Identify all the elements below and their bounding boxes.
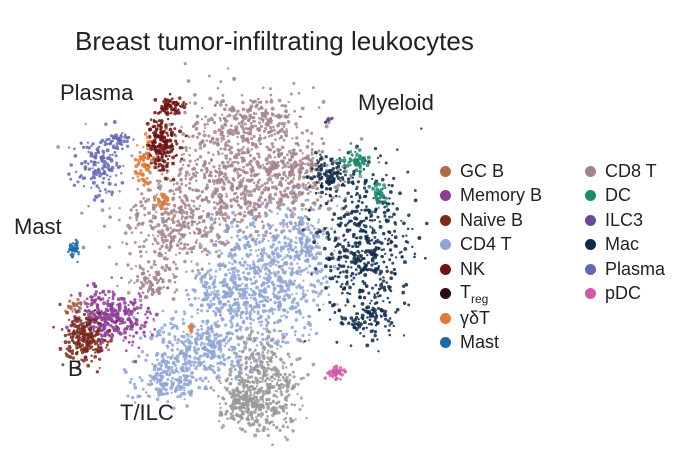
cluster-label-myeloid: Myeloid [358,90,434,115]
legend-swatch-8 [585,165,596,177]
legend-label-7: Mast [460,332,500,352]
legend-item-6: γδT [440,307,490,329]
legend-label-5: Treg [460,281,489,306]
legend-swatch-11 [585,239,596,250]
legend-swatch-6 [440,312,451,324]
cluster-treg-11 [212,376,274,430]
legend-label-1: Memory B [460,185,543,205]
legend-label-11: Mac [605,234,640,254]
legend-swatch-3 [440,239,451,250]
chart-title: Breast tumor-infiltrating leukocytes [75,26,474,56]
legend-item-0: GC B [440,160,504,182]
legend-item-7: Mast [440,332,499,354]
legend-item-13: pDC [585,283,641,305]
cluster-label-mast: Mast [14,214,62,239]
cluster-cd8-t-4 [126,254,195,303]
legend-swatch-4 [440,263,451,275]
cluster-mac-24 [305,120,351,202]
cluster-mac-25 [328,299,406,338]
legend-swatch-5 [440,288,451,299]
cluster-label-b: B [68,356,83,381]
legend-item-4: NK [440,258,485,280]
cluster-dc-26 [335,142,371,177]
cluster-label-t-ilc: T/ILC [120,400,174,425]
legend-swatch-12 [585,263,596,275]
cluster-ilc3-28 [325,116,334,123]
legend-swatch-9 [585,190,596,201]
legend-label-3: CD4 T [460,234,512,254]
cluster-cd8-t-2 [173,86,321,163]
legend-item-11: Mac [585,234,639,256]
legend-item-3: CD4 T [440,234,512,256]
legend-label-4: NK [460,258,486,279]
legend-item-5: Treg [440,281,489,306]
cluster--t-14 [133,132,156,186]
legend-label-8: CD8 T [605,160,657,181]
cluster-plasma-21 [67,120,127,203]
cluster-pdc-29 [323,364,348,381]
legend-swatch-10 [585,214,596,226]
legend-label-13: pDC [605,283,642,303]
cluster-cd4-t-9 [184,266,263,337]
legend-swatch-2 [440,214,451,226]
legend-label-6: γδT [460,307,491,328]
legend-label-2: Naive B [460,209,524,230]
legend-item-1: Memory B [440,185,542,207]
cluster-cd4-t-5 [161,168,382,410]
cluster-dc-27 [367,181,389,214]
legend-item-9: DC [585,185,631,207]
legend-swatch-0 [440,165,451,177]
cluster-cd4-t-7 [122,346,243,411]
legend-swatch-13 [585,288,596,299]
cluster--t-16 [187,324,194,334]
cluster-naive-b-18 [52,298,118,374]
legend-label-12: Plasma [605,258,666,279]
legend-swatch-1 [440,190,451,201]
legend-label-0: GC B [460,160,505,181]
cluster-mast-20 [67,238,80,264]
legend-item-2: Naive B [440,209,523,231]
cluster--t-15 [153,192,171,210]
legend-item-12: Plasma [585,258,665,280]
cluster-cd4-t-8 [268,198,329,279]
legend-swatch-7 [440,337,451,348]
cluster-gc-b-19 [64,297,88,313]
legend-item-8: CD8 T [585,160,657,182]
legend-item-10: ILC3 [585,209,643,231]
legend-label-10: ILC3 [605,209,644,230]
cluster-nk-13 [153,92,188,123]
cluster-label-plasma: Plasma [60,80,134,105]
cluster-plasma-22 [100,131,135,151]
legend-label-9: DC [605,185,631,205]
